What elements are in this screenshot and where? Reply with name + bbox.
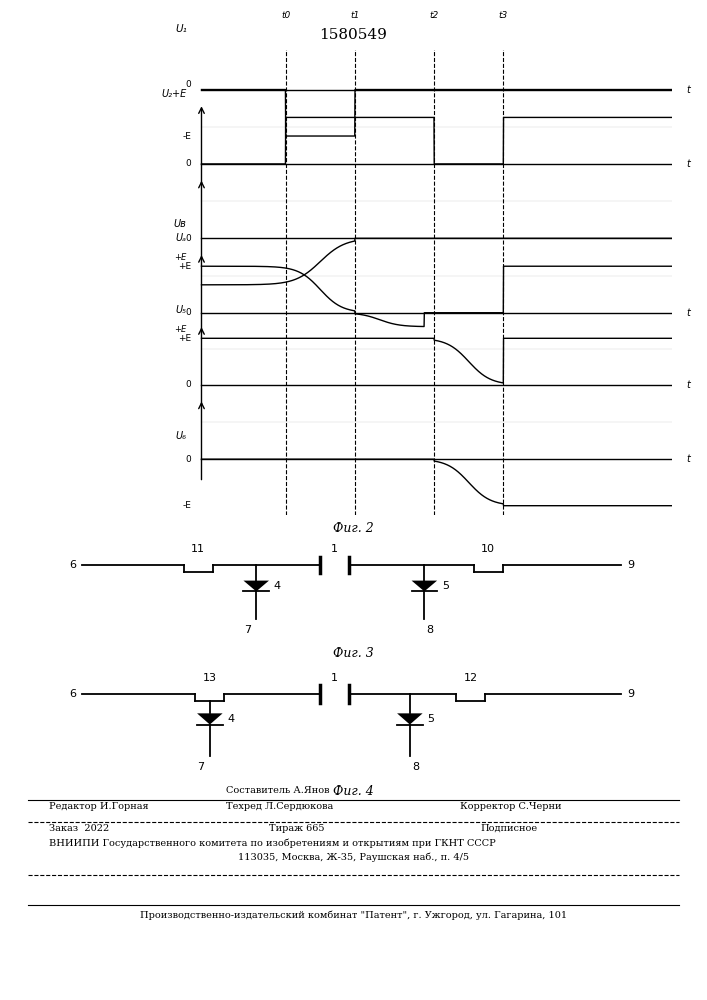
Text: Фиг. 3: Фиг. 3 — [333, 647, 374, 660]
Text: Фиг. 4: Фиг. 4 — [333, 785, 374, 798]
Text: Тираж 665: Тираж 665 — [269, 824, 325, 833]
Text: 0: 0 — [186, 234, 192, 243]
Text: t: t — [686, 159, 690, 169]
Text: t2: t2 — [429, 11, 439, 20]
Text: t: t — [686, 308, 690, 318]
Text: 1580549: 1580549 — [320, 28, 387, 42]
Text: 9: 9 — [627, 689, 634, 699]
Text: 7: 7 — [197, 762, 205, 772]
Text: Редактор И.Горная: Редактор И.Горная — [49, 802, 149, 811]
Text: Техред Л.Сердюкова: Техред Л.Сердюкова — [226, 802, 334, 811]
Text: -E: -E — [182, 501, 192, 510]
Text: Uʙ: Uʙ — [174, 219, 187, 229]
Polygon shape — [197, 713, 223, 725]
Text: Фиг. 2: Фиг. 2 — [333, 522, 374, 535]
Text: 5: 5 — [442, 581, 449, 591]
Text: 7: 7 — [244, 625, 251, 635]
Text: 1: 1 — [331, 544, 338, 554]
Text: 9: 9 — [627, 560, 634, 570]
Text: 4: 4 — [274, 581, 281, 591]
Text: U₅: U₅ — [175, 305, 187, 315]
Text: Составитель А.Янов: Составитель А.Янов — [226, 786, 329, 795]
Text: 0: 0 — [186, 380, 192, 389]
Text: Корректор С.Черни: Корректор С.Черни — [460, 802, 561, 811]
Text: -E: -E — [182, 132, 192, 141]
Text: +E: +E — [175, 253, 187, 262]
Text: U₂+E: U₂+E — [161, 89, 187, 99]
Text: 13: 13 — [203, 673, 217, 683]
Text: 4: 4 — [227, 714, 234, 724]
Text: 0: 0 — [186, 159, 192, 168]
Text: 8: 8 — [412, 762, 419, 772]
Text: 12: 12 — [464, 673, 478, 683]
Text: t3: t3 — [498, 11, 508, 20]
Text: t: t — [686, 380, 690, 390]
Text: Производственно-издательский комбинат "Патент", г. Ужгород, ул. Гагарина, 101: Производственно-издательский комбинат "П… — [140, 910, 567, 920]
Text: 113035, Москва, Ж-35, Раушская наб., п. 4/5: 113035, Москва, Ж-35, Раушская наб., п. … — [238, 852, 469, 861]
Polygon shape — [243, 581, 269, 591]
Text: 8: 8 — [426, 625, 433, 635]
Text: +E: +E — [178, 262, 192, 271]
Text: Заказ  2022: Заказ 2022 — [49, 824, 110, 833]
Text: t: t — [686, 454, 690, 464]
Text: 0: 0 — [186, 308, 192, 317]
Text: t: t — [686, 85, 690, 95]
Text: 0: 0 — [186, 455, 192, 464]
Polygon shape — [397, 713, 423, 725]
Text: 10: 10 — [481, 544, 495, 554]
Text: U₁: U₁ — [175, 24, 187, 34]
Polygon shape — [411, 581, 437, 591]
Text: 0: 0 — [186, 80, 192, 89]
Text: 6: 6 — [69, 560, 76, 570]
Text: 11: 11 — [191, 544, 205, 554]
Text: 5: 5 — [427, 714, 434, 724]
Text: ВНИИПИ Государственного комитета по изобретениям и открытиям при ГКНТ СССР: ВНИИПИ Государственного комитета по изоб… — [49, 838, 496, 848]
Text: +E: +E — [178, 334, 192, 343]
Text: 6: 6 — [69, 689, 76, 699]
Text: U₆: U₆ — [175, 431, 187, 441]
Text: t0: t0 — [281, 11, 291, 20]
Text: Uₐ: Uₐ — [175, 233, 187, 243]
Text: +E: +E — [175, 325, 187, 334]
Text: t1: t1 — [350, 11, 360, 20]
Text: Подписное: Подписное — [481, 824, 538, 833]
Text: 1: 1 — [331, 673, 338, 683]
